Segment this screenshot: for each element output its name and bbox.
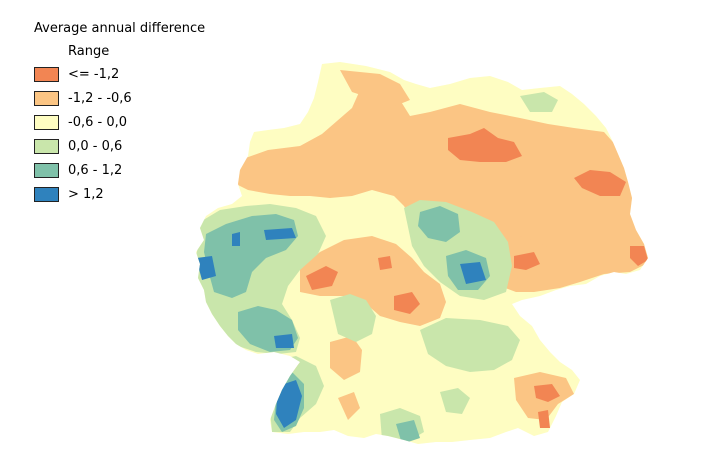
midwest-green-zone bbox=[330, 294, 376, 342]
legend-label: 0,0 - 0,6 bbox=[68, 139, 123, 154]
legend-subtitle: Range bbox=[68, 44, 110, 59]
far-southwest-blue-zone bbox=[276, 380, 302, 428]
legend-title: Average annual difference bbox=[34, 21, 206, 36]
southwest-blue-zone bbox=[274, 334, 294, 348]
legend-label: > 1,2 bbox=[68, 187, 104, 202]
legend-label: -0,6 - 0,0 bbox=[68, 115, 127, 130]
central-orange-zone-2 bbox=[330, 336, 362, 380]
legend-swatch bbox=[34, 115, 59, 130]
legend-swatch bbox=[34, 139, 59, 154]
southeast-hotspot-2 bbox=[538, 410, 550, 428]
east-hotspot-2 bbox=[514, 252, 540, 270]
far-east-hotspot bbox=[630, 246, 648, 266]
legend-label: <= -1,2 bbox=[68, 67, 120, 82]
central-hotspot bbox=[306, 266, 338, 290]
west-blue-zone bbox=[196, 256, 216, 280]
legend-label: -1,2 - -0,6 bbox=[68, 91, 132, 106]
south-teal-zone bbox=[396, 420, 420, 444]
north-hotspot bbox=[448, 128, 522, 162]
legend-swatch bbox=[34, 91, 59, 106]
legend-swatch bbox=[34, 67, 59, 82]
north-orange-zone-2 bbox=[340, 70, 410, 108]
central-hotspot-2 bbox=[378, 256, 392, 270]
southeast-hotspot bbox=[534, 384, 560, 402]
west-blue-zone-3 bbox=[264, 228, 296, 240]
east-hotspot bbox=[574, 170, 626, 196]
northeast-green-zone bbox=[520, 92, 558, 112]
east-blue-zone bbox=[460, 262, 486, 284]
legend-label: 0,6 - 1,2 bbox=[68, 163, 123, 178]
west-blue-zone-2 bbox=[232, 232, 240, 246]
central-hotspot-3 bbox=[394, 292, 420, 314]
south-green-zone-3 bbox=[440, 388, 470, 414]
legend-swatch bbox=[34, 163, 59, 178]
north-orange-zone bbox=[236, 88, 648, 292]
legend-swatch bbox=[34, 187, 59, 202]
central-teal-zone bbox=[418, 206, 460, 242]
south-green-zone bbox=[420, 318, 520, 372]
south-orange-zone bbox=[338, 392, 360, 420]
